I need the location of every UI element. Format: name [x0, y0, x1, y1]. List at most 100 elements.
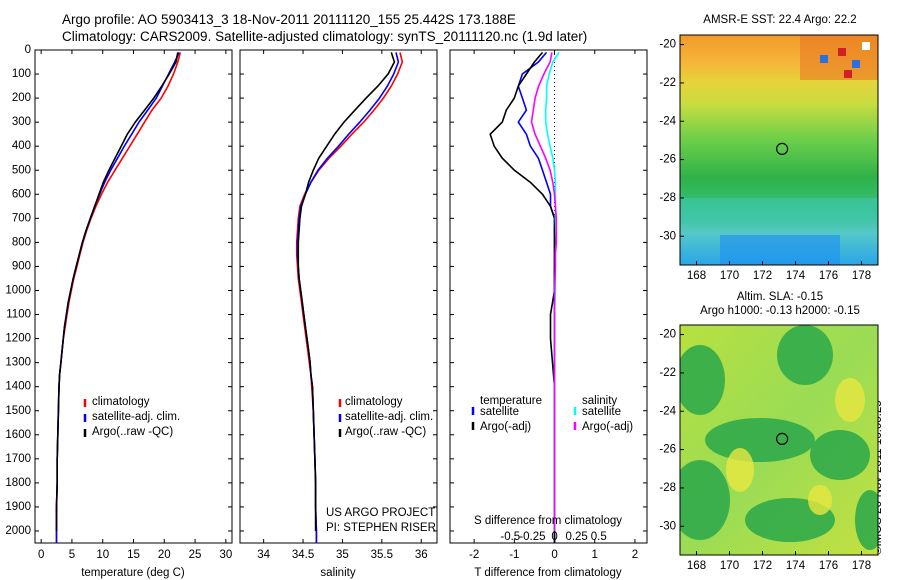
series-line-argo-raw-qc-	[55, 52, 179, 531]
x-tick-label: 2	[632, 549, 638, 561]
sst-map	[679, 34, 879, 266]
salinity-legend: climatology satellite-adj. clim. Argo(..…	[338, 396, 433, 438]
temperature-xlabel: temperature (deg C)	[81, 567, 185, 579]
legend-temperature-heading: temperature	[480, 395, 542, 407]
series-line-temperature-satellite	[517, 51, 556, 543]
depth-tick-label: 200	[12, 92, 31, 104]
x-tick-label: 35	[336, 549, 349, 561]
x-tick-label: 0	[38, 549, 44, 561]
x-tick-label: 30	[219, 549, 232, 561]
series-line-salinity-argo-adj-	[530, 52, 558, 531]
map-lat-label: -28	[659, 482, 676, 494]
depth-tick-label: 0	[25, 44, 31, 56]
s-difference-label: S difference from climatology	[474, 515, 622, 527]
depth-tick-label: 1900	[5, 501, 31, 513]
depth-tick-label: 1300	[5, 357, 31, 369]
map-lat-label: -24	[659, 115, 676, 127]
legend-argo: Argo(..raw -QC)	[345, 426, 426, 438]
map-lat-label: -30	[659, 230, 676, 242]
sla-map-title: Altim. SLA: -0.15	[736, 291, 824, 303]
depth-tick-label: 900	[12, 260, 31, 272]
map-lon-label: 176	[819, 560, 838, 572]
depth-tick-label: 1000	[5, 285, 31, 297]
legend-satellite-adj: satellite-adj. clim.	[345, 411, 433, 423]
legend-temp-argo: Argo(-adj)	[480, 421, 531, 433]
s-tick-label: 0.25	[565, 531, 587, 543]
series-line-salinity-satellite	[544, 51, 560, 531]
map-lon-label: 168	[687, 270, 706, 282]
x-tick-label: -2	[469, 549, 479, 561]
climatology-title: Climatology: CARS2009. Satellite-adjuste…	[62, 29, 588, 44]
depth-tick-label: 1200	[5, 333, 31, 345]
depth-tick-label: 1100	[6, 309, 31, 321]
depth-tick-label: 1700	[5, 453, 31, 465]
temperature-legend: climatology satellite-adj. clim. Argo(..…	[83, 396, 180, 438]
series-line-temperature-argo-adj-	[489, 51, 556, 543]
x-tick-label: 5	[69, 549, 75, 561]
x-tick-label: 25	[189, 549, 202, 561]
project-name: US ARGO PROJECT	[326, 507, 435, 519]
s-tick-label: 0.5	[591, 531, 607, 543]
map-lat-label: -30	[659, 520, 676, 532]
salinity-xlabel: salinity	[320, 567, 355, 579]
map-lat-label: -24	[659, 405, 676, 417]
sla-map	[679, 324, 879, 556]
series-line-climatology	[55, 52, 182, 543]
depth-tick-label: 1400	[5, 381, 31, 393]
map-lat-label: -26	[659, 154, 676, 166]
map-lon-label: 174	[786, 560, 806, 572]
legend-salinity-heading: salinity	[582, 395, 617, 407]
series-line-climatology	[295, 52, 404, 543]
depth-tick-label: 500	[12, 164, 31, 176]
depth-tick-label: 300	[12, 116, 31, 128]
s-tick-label: -0.5	[500, 531, 520, 543]
depth-tick-label: 700	[12, 212, 31, 224]
depth-tick-label: 400	[12, 140, 31, 152]
map-lon-label: 168	[687, 560, 706, 572]
legend-argo: Argo(..raw -QC)	[92, 426, 173, 438]
map-lon-label: 176	[819, 270, 838, 282]
x-tick-label: 36	[415, 549, 428, 561]
x-tick-label: -1	[509, 549, 519, 561]
sst-map-title: AMSR-E SST: 22.4 Argo: 22.2	[703, 14, 857, 26]
x-tick-label: 34	[257, 549, 270, 561]
map-lon-label: 170	[720, 560, 739, 572]
x-tick-label: 10	[96, 549, 109, 561]
depth-tick-label: 1600	[5, 429, 31, 441]
map-lon-label: 174	[786, 270, 806, 282]
x-tick-label: 20	[158, 549, 171, 561]
map-lat-label: -22	[659, 367, 676, 379]
legend-climatology: climatology	[92, 396, 150, 408]
x-tick-label: 15	[127, 549, 140, 561]
depth-tick-label: 800	[12, 236, 31, 248]
map-lon-label: 172	[753, 560, 772, 572]
legend-sal-satellite: satellite	[582, 406, 621, 418]
x-tick-label: 1	[592, 549, 598, 561]
map-lat-label: -20	[659, 329, 676, 341]
depth-tick-label: 1500	[5, 405, 31, 417]
x-tick-label: 34.5	[292, 549, 314, 561]
t-difference-xlabel: T difference from climatology	[474, 567, 621, 579]
map-lat-label: -26	[659, 444, 676, 456]
series-line-argo-raw-qc-	[297, 52, 396, 531]
sla-map-subtitle: Argo h1000: -0.13 h2000: -0.15	[700, 305, 860, 317]
map-lat-label: -28	[659, 192, 676, 204]
profile-title: Argo profile: AO 5903413_3 18-Nov-2011 2…	[62, 12, 516, 27]
depth-tick-label: 600	[12, 188, 31, 200]
legend-climatology: climatology	[345, 396, 403, 408]
sla-profile-marker	[776, 432, 789, 445]
sst-profile-marker	[776, 142, 789, 155]
project-pi: PI: STEPHEN RISER	[326, 522, 436, 534]
series-line-satellite-adj-clim-	[55, 52, 180, 543]
map-lon-label: 172	[753, 270, 772, 282]
depth-tick-label: 100	[12, 68, 31, 80]
map-lon-label: 178	[852, 270, 871, 282]
map-lon-label: 170	[720, 270, 739, 282]
series-line-satellite-adj-clim-	[296, 52, 400, 543]
difference-plot-frame	[449, 49, 648, 544]
legend-temp-satellite: satellite	[480, 406, 519, 418]
x-tick-label: 0	[551, 549, 557, 561]
legend-satellite-adj: satellite-adj. clim.	[92, 411, 180, 423]
legend-sal-argo: Argo(-adj)	[582, 421, 633, 433]
